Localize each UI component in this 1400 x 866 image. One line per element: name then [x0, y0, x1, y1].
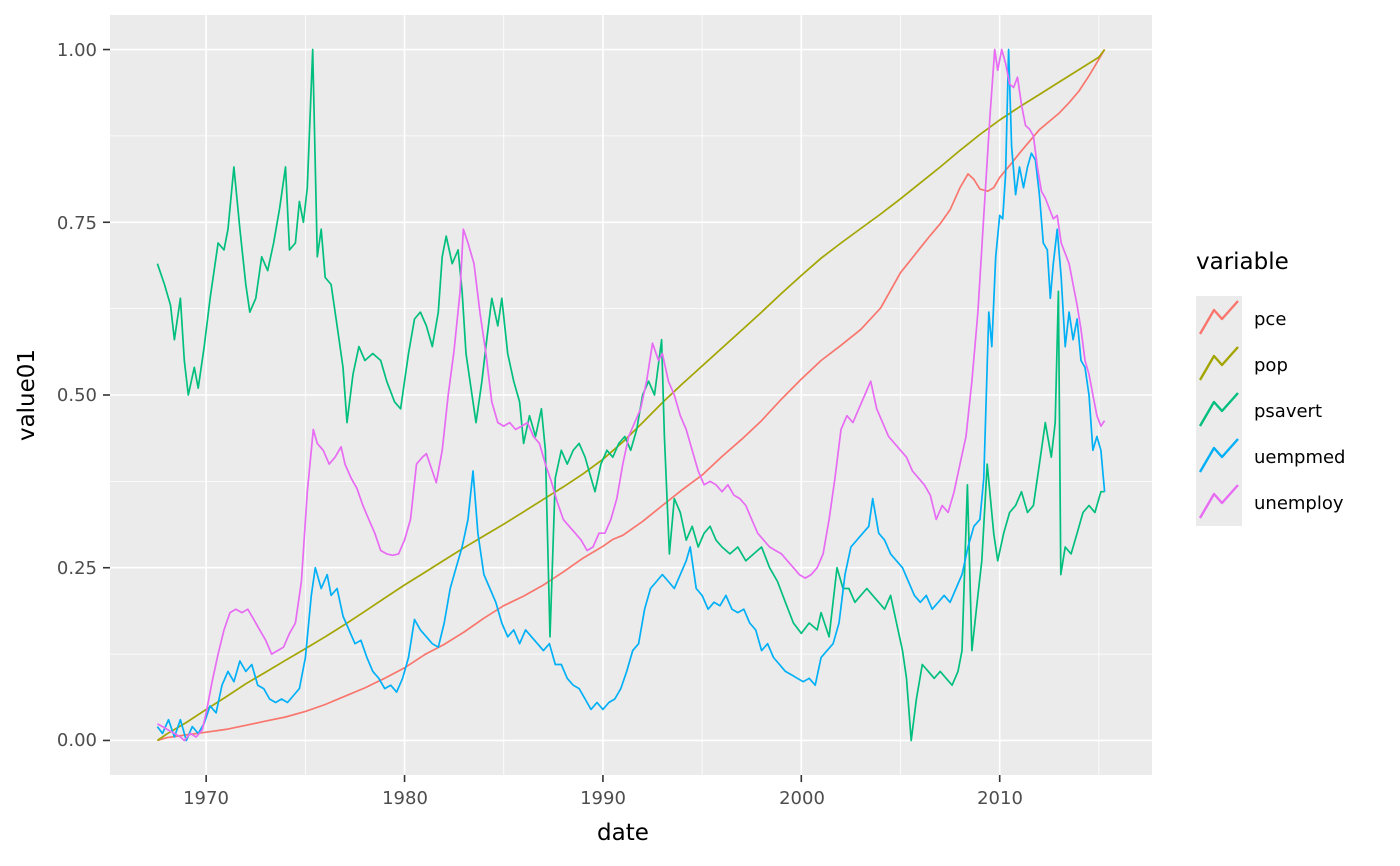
- legend-item-label: uempmed: [1254, 446, 1346, 468]
- legend-title: variable: [1196, 249, 1289, 275]
- legend-item-label: unemploy: [1254, 492, 1344, 514]
- line-unemploy: [157, 48, 1106, 742]
- legend-item-pce: pce: [1196, 296, 1386, 342]
- x-tick-label: 1980: [382, 788, 428, 809]
- line-uempmed: [156, 48, 1106, 742]
- legend-item-uempmed: uempmed: [1196, 434, 1386, 480]
- x-tick-label: 2010: [977, 788, 1023, 809]
- legend-item-psavert: psavert: [1196, 388, 1386, 434]
- legend-item-pop: pop: [1196, 342, 1386, 388]
- legend-key-zigzag-icon: [1196, 480, 1242, 526]
- legend-key-zigzag-icon: [1196, 296, 1242, 342]
- y-tick-label: 0.00: [56, 730, 97, 751]
- y-tick-label: 0.50: [56, 385, 97, 406]
- x-tick-label: 1990: [580, 788, 626, 809]
- x-tick-label: 1970: [183, 788, 229, 809]
- legend-key-zigzag-icon: [1196, 388, 1242, 434]
- line-psavert: [156, 48, 1105, 742]
- x-tick-label: 2000: [779, 788, 825, 809]
- legend-item-label: pop: [1254, 354, 1288, 376]
- legend-item-label: pce: [1254, 308, 1287, 330]
- y-axis-title: value01: [14, 348, 40, 442]
- y-tick-label: 1.00: [56, 40, 97, 61]
- legend-item-label: psavert: [1254, 400, 1323, 422]
- legend-items: pce pop psavert uempmed unemploy: [1196, 296, 1386, 526]
- legend-key-zigzag-icon: [1196, 342, 1242, 388]
- x-axis-title: date: [597, 820, 649, 846]
- y-tick-label: 0.25: [56, 558, 97, 579]
- y-tick-label: 0.75: [56, 213, 97, 234]
- line-pop: [156, 48, 1106, 742]
- legend-item-unemploy: unemploy: [1196, 480, 1386, 526]
- legend: variable pce pop psavert uempmed unemploy: [1196, 248, 1386, 526]
- legend-key-zigzag-icon: [1196, 434, 1242, 480]
